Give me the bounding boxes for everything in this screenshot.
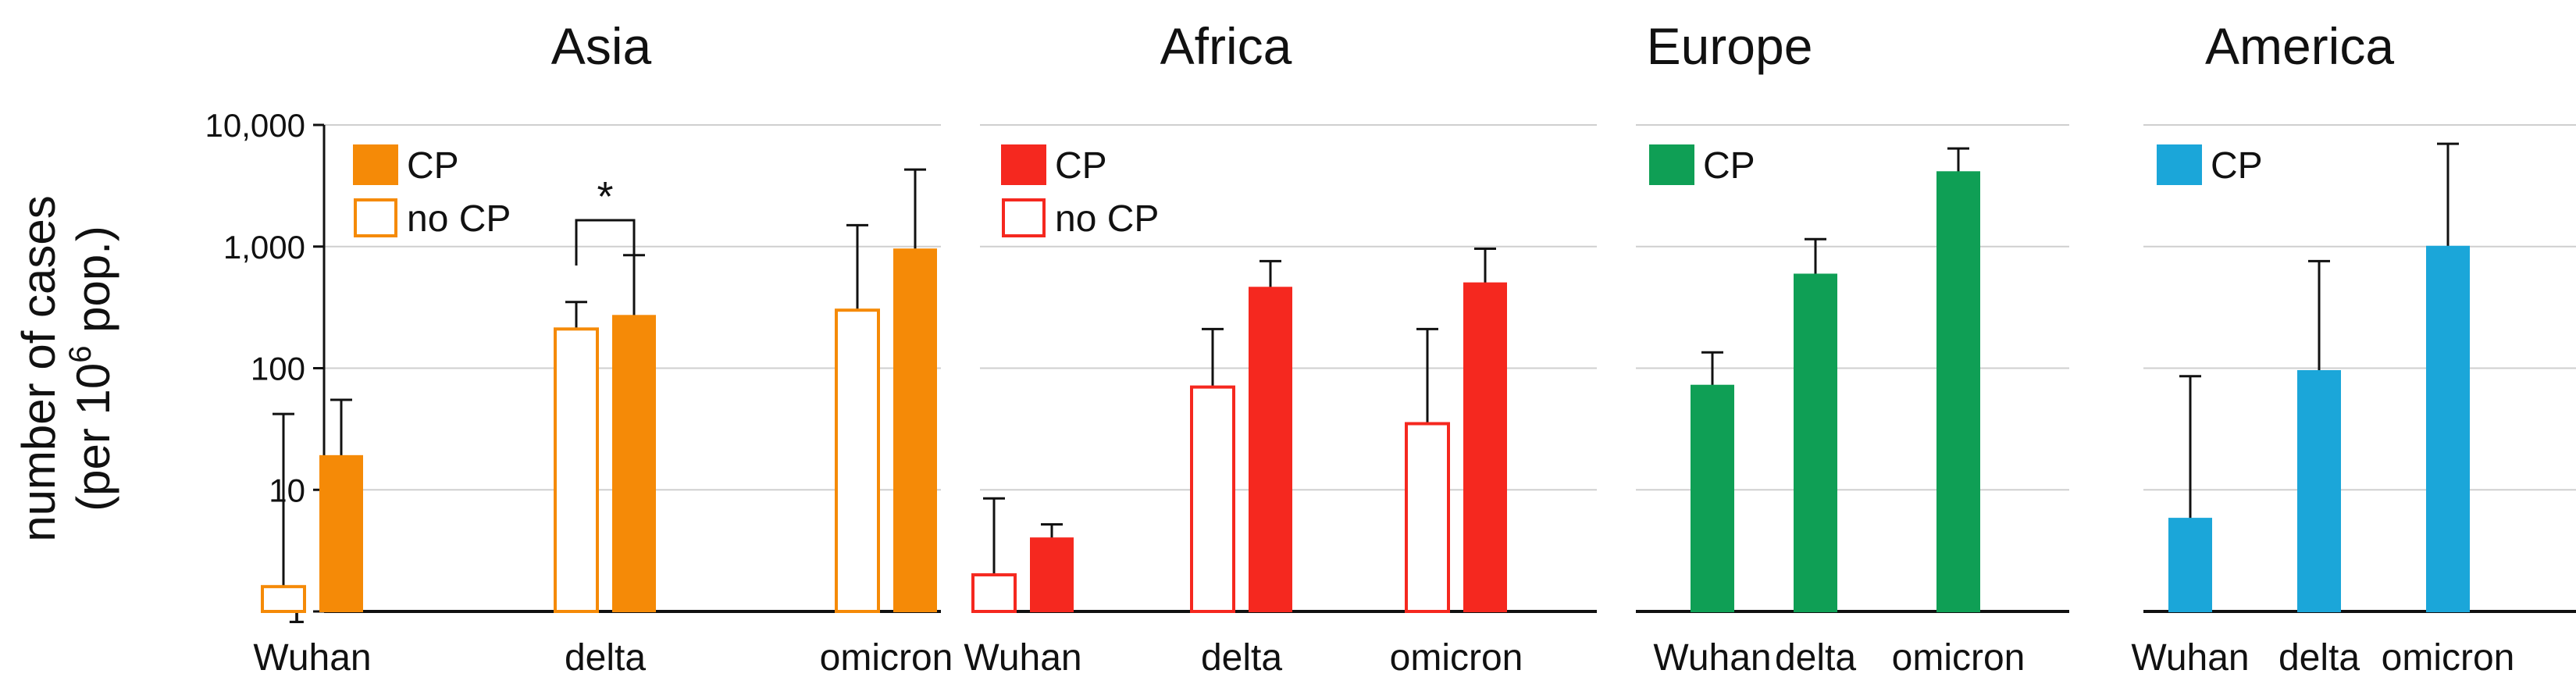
legend-label-cp: CP: [407, 145, 459, 187]
x-tick-label: delta: [1201, 637, 1282, 679]
bar-delta-cp: [612, 315, 656, 612]
bar-omicron-cp: [1936, 171, 1980, 613]
chart-panels: Asia1101001,00010,000Wuhandeltaomicron*C…: [205, 17, 2576, 679]
panel-title: Asia: [551, 17, 652, 75]
y-axis-label-line2: (per 106 pop.): [63, 226, 119, 511]
bar-delta-cp: [1794, 273, 1837, 612]
bar-omicron-no-cp: [835, 308, 880, 613]
bar-wuhan-no-cp: [971, 573, 1017, 613]
significance-star: *: [597, 173, 613, 220]
bar-wuhan-cp: [319, 454, 363, 612]
panel-america: America Wuhan delta omicron CP: [2131, 17, 2576, 679]
significance-bracket: [575, 219, 636, 266]
panel-title: America: [2205, 17, 2394, 75]
legend-label-cp: CP: [1703, 145, 1755, 187]
x-tick-label: delta: [565, 637, 646, 679]
legend-swatch-nocp: [354, 198, 397, 237]
bar-wuhan-cp: [1691, 384, 1734, 612]
y-tick-label: 100: [251, 351, 305, 387]
panel-title: Europe: [1647, 17, 1813, 75]
panel-africa: Africa Wuhan delta omicron CP no CP: [964, 17, 1597, 679]
bar-delta-no-cp: [554, 327, 599, 613]
bar-wuhan-no-cp: [261, 585, 306, 613]
legend-swatch-cp: [1649, 144, 1694, 185]
y-axis-label-line1: number of cases: [12, 195, 65, 542]
x-tick-label: omicron: [1892, 637, 2026, 679]
x-tick-label: Wuhan: [964, 637, 1081, 679]
x-tick-label: Wuhan: [1653, 637, 1771, 679]
x-tick-label: Wuhan: [2131, 637, 2249, 679]
x-tick-label: omicron: [2382, 637, 2515, 679]
bar-omicron-cp: [1463, 282, 1507, 612]
legend-label-cp: CP: [1055, 145, 1107, 187]
bar-wuhan-cp: [1030, 537, 1074, 612]
y-tick-label: 1,000: [223, 229, 305, 266]
y-axis-label-suffix: pop.): [67, 226, 119, 345]
y-tick-label: 10,000: [205, 107, 305, 144]
y-tick-label: 10: [269, 472, 305, 508]
bar-omicron-cp: [2426, 245, 2470, 612]
bar-delta-cp: [2297, 369, 2341, 612]
bar-wuhan-cp: [2168, 518, 2212, 612]
legend-swatch-nocp: [1002, 198, 1046, 237]
legend-label-nocp: no CP: [1055, 198, 1159, 240]
x-tick-label: delta: [1775, 637, 1856, 679]
bar-omicron-no-cp: [1405, 422, 1450, 614]
x-tick-label: Wuhan: [253, 637, 371, 679]
bar-omicron-cp: [893, 248, 937, 612]
y-axis-label-prefix: (per 10: [67, 363, 119, 511]
panel-europe: Europe Wuhan delta omicron CP: [1636, 17, 2069, 679]
y-axis-label-exponent: 6: [63, 346, 98, 363]
legend-swatch-cp: [1001, 144, 1046, 185]
legend-swatch-cp: [2157, 144, 2202, 185]
panel-title: Africa: [1160, 17, 1292, 75]
legend-swatch-cp: [353, 144, 398, 185]
panel-asia: Asia1101001,00010,000Wuhandeltaomicron*C…: [205, 17, 953, 679]
bar-delta-no-cp: [1190, 385, 1235, 613]
x-tick-label: omicron: [1390, 637, 1523, 679]
bar-delta-cp: [1249, 287, 1292, 612]
x-tick-label: omicron: [820, 637, 953, 679]
legend-label-nocp: no CP: [407, 198, 511, 240]
x-tick-label: delta: [2278, 637, 2360, 679]
legend-label-cp: CP: [2211, 145, 2263, 187]
